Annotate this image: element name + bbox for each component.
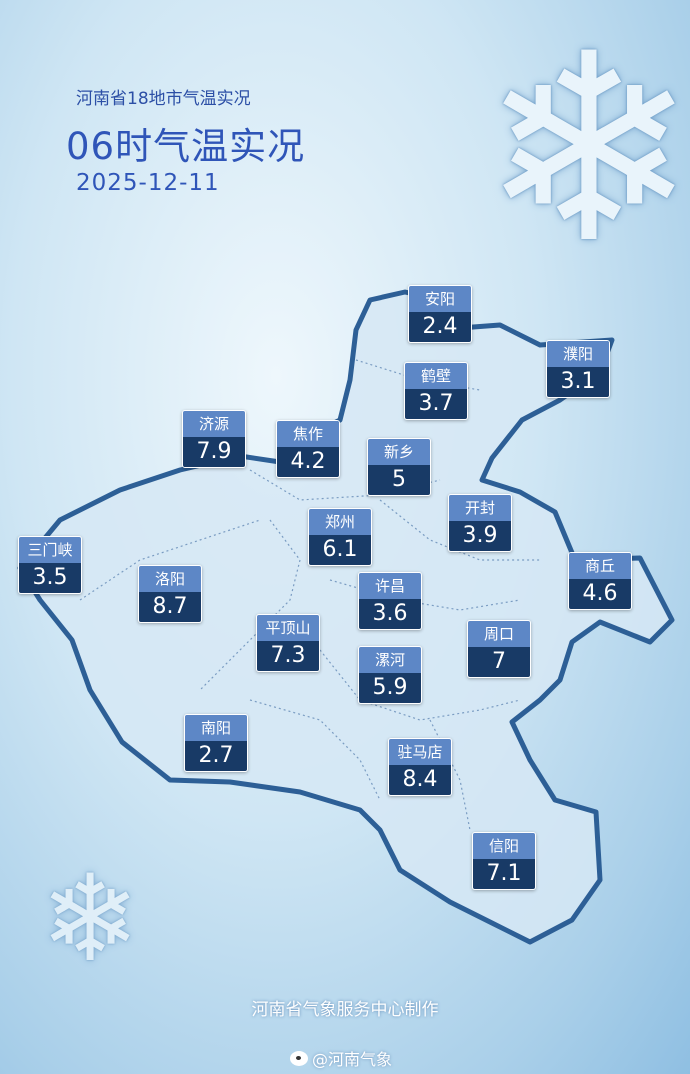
city-name: 周口 (468, 621, 530, 647)
map-subtitle: 河南省18地市气温实况 (76, 89, 251, 109)
city-temperature: 8.7 (139, 592, 201, 622)
city-label: 三门峡 3.5 (18, 536, 82, 594)
weibo-handle-text: @河南气象 (312, 1050, 393, 1069)
city-name: 鹤壁 (405, 363, 467, 389)
city-temperature: 7.3 (257, 641, 319, 671)
map-title: 06时气温实况 (66, 125, 306, 168)
henan-outline (17, 289, 675, 945)
city-label: 许昌 3.6 (358, 572, 422, 630)
city-label: 商丘 4.6 (568, 552, 632, 610)
city-temperature: 7 (468, 647, 530, 677)
city-temperature: 2.4 (409, 312, 471, 342)
city-temperature: 6.1 (309, 535, 371, 565)
city-temperature: 7.9 (183, 437, 245, 467)
city-label: 周口 7 (467, 620, 531, 678)
city-temperature: 4.6 (569, 579, 631, 609)
city-label: 济源 7.9 (182, 410, 246, 468)
map-date: 2025-12-11 (76, 170, 220, 196)
city-temperature: 3.9 (449, 521, 511, 551)
city-temperature: 2.7 (185, 741, 247, 771)
city-label: 安阳 2.4 (408, 285, 472, 343)
city-label: 鹤壁 3.7 (404, 362, 468, 420)
weibo-icon (290, 1050, 308, 1066)
city-name: 许昌 (359, 573, 421, 599)
city-name: 平顶山 (257, 615, 319, 641)
city-temperature: 5.9 (359, 673, 421, 703)
city-temperature: 3.1 (547, 367, 609, 397)
city-label: 开封 3.9 (448, 494, 512, 552)
snowflake-icon: ❄ (480, 0, 690, 301)
city-name: 安阳 (409, 286, 471, 312)
city-label: 郑州 6.1 (308, 508, 372, 566)
city-label: 漯河 5.9 (358, 646, 422, 704)
city-name: 郑州 (309, 509, 371, 535)
city-name: 焦作 (277, 421, 339, 447)
city-name: 南阳 (185, 715, 247, 741)
city-name: 商丘 (569, 553, 631, 579)
city-name: 信阳 (473, 833, 535, 859)
city-label: 洛阳 8.7 (138, 565, 202, 623)
producer-credit: 河南省气象服务中心制作 (251, 1000, 439, 1020)
city-label: 信阳 7.1 (472, 832, 536, 890)
city-label: 平顶山 7.3 (256, 614, 320, 672)
city-label: 驻马店 8.4 (388, 738, 452, 796)
city-temperature: 8.4 (389, 765, 451, 795)
city-temperature: 3.7 (405, 389, 467, 419)
weibo-handle[interactable]: @河南气象 (290, 1046, 392, 1070)
city-temperature: 5 (368, 465, 430, 495)
city-name: 开封 (449, 495, 511, 521)
city-name: 洛阳 (139, 566, 201, 592)
city-name: 新乡 (368, 439, 430, 465)
city-name: 济源 (183, 411, 245, 437)
city-name: 漯河 (359, 647, 421, 673)
city-temperature: 3.6 (359, 599, 421, 629)
city-name: 驻马店 (389, 739, 451, 765)
city-label: 濮阳 3.1 (546, 340, 610, 398)
city-temperature: 7.1 (473, 859, 535, 889)
city-label: 焦作 4.2 (276, 420, 340, 478)
city-label: 南阳 2.7 (184, 714, 248, 772)
snowflake-icon: ❄ (40, 850, 141, 989)
city-label: 新乡 5 (367, 438, 431, 496)
city-name: 三门峡 (19, 537, 81, 563)
city-temperature: 3.5 (19, 563, 81, 593)
city-temperature: 4.2 (277, 447, 339, 477)
city-name: 濮阳 (547, 341, 609, 367)
